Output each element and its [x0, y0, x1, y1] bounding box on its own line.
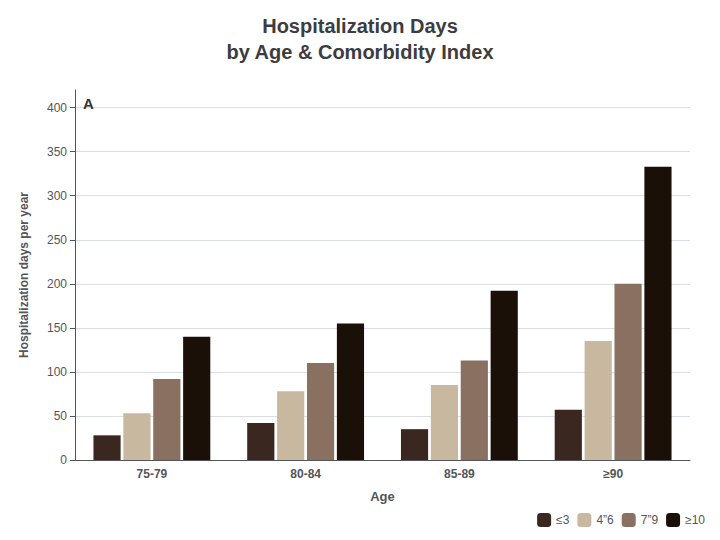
svg-text:A: A — [83, 95, 94, 112]
svg-text:≤3: ≤3 — [556, 513, 570, 527]
svg-text:350: 350 — [47, 145, 67, 159]
svg-text:200: 200 — [47, 277, 67, 291]
svg-text:≥10: ≥10 — [685, 513, 705, 527]
svg-text:Hospitalization Days: Hospitalization Days — [262, 15, 458, 37]
svg-text:4”6: 4”6 — [596, 513, 614, 527]
svg-text:75-79: 75-79 — [137, 467, 168, 481]
svg-text:≥90: ≥90 — [603, 467, 623, 481]
svg-text:400: 400 — [47, 101, 67, 115]
svg-text:0: 0 — [60, 453, 67, 467]
svg-text:300: 300 — [47, 189, 67, 203]
svg-text:50: 50 — [54, 409, 68, 423]
svg-text:150: 150 — [47, 321, 67, 335]
svg-text:7”9: 7”9 — [641, 513, 659, 527]
svg-text:Hospitalization days per year: Hospitalization days per year — [17, 192, 31, 358]
svg-text:250: 250 — [47, 233, 67, 247]
svg-text:85-89: 85-89 — [444, 467, 475, 481]
svg-text:80-84: 80-84 — [290, 467, 321, 481]
svg-text:100: 100 — [47, 365, 67, 379]
svg-text:by Age & Comorbidity Index: by Age & Comorbidity Index — [226, 41, 493, 63]
svg-text:Age: Age — [370, 489, 395, 504]
